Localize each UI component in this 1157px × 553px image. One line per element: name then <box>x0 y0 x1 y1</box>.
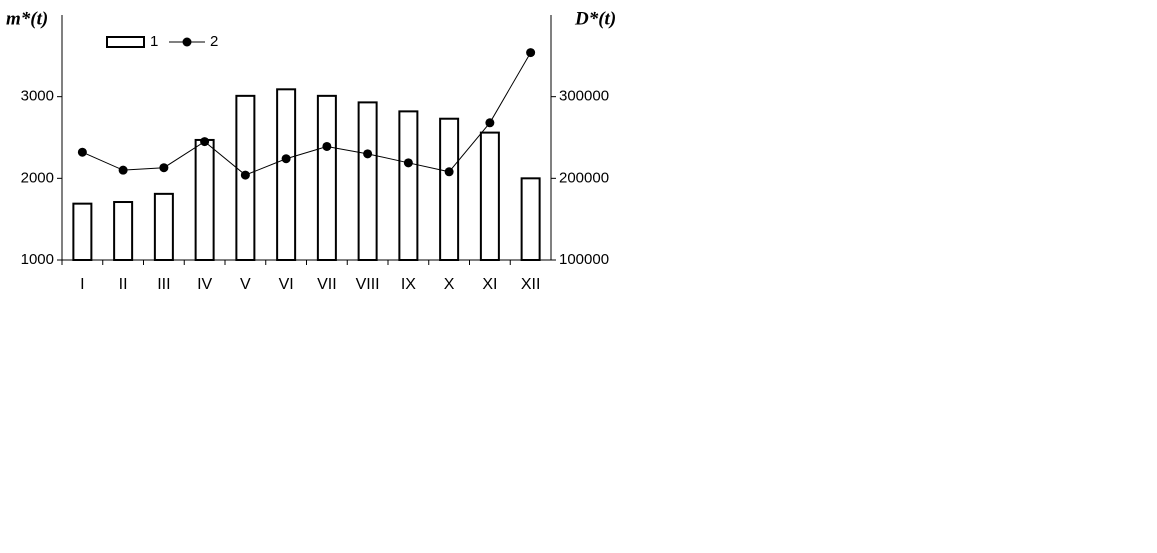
x-tick-label: XI <box>482 276 497 293</box>
y2-tick-label: 100000 <box>559 251 609 268</box>
bar <box>194 138 215 261</box>
point <box>240 170 250 180</box>
x-tick-label: IX <box>401 276 416 293</box>
y2-tick-label: 200000 <box>559 169 609 186</box>
point <box>200 137 210 147</box>
x-tick-label: I <box>80 276 84 293</box>
point <box>322 141 332 151</box>
y-tick-label: 1000 <box>21 251 54 268</box>
legend-label: 2 <box>210 33 218 50</box>
y2-axis-label: D*(t) <box>574 8 616 29</box>
point <box>403 158 413 168</box>
y2-tick-label: 300000 <box>559 88 609 105</box>
point <box>159 163 169 173</box>
bar <box>520 177 541 261</box>
x-tick-label: II <box>119 276 128 293</box>
point <box>444 167 454 177</box>
legend-label: 1 <box>150 33 158 50</box>
point <box>526 48 536 58</box>
bar <box>439 117 460 262</box>
point <box>77 147 87 157</box>
x-tick-label: V <box>240 276 251 293</box>
line <box>82 52 532 176</box>
bar <box>153 192 174 262</box>
bar <box>113 201 134 261</box>
x-tick-label: III <box>157 276 170 293</box>
point <box>281 154 291 164</box>
point <box>363 149 373 159</box>
x-tick-label: IV <box>197 276 212 293</box>
bar <box>398 110 419 261</box>
bar <box>276 88 297 261</box>
y-tick-label: 2000 <box>21 169 54 186</box>
bar <box>316 94 337 261</box>
bar <box>357 101 378 261</box>
x-tick-label: VI <box>279 276 294 293</box>
x-tick-label: XII <box>521 276 541 293</box>
point <box>485 118 495 128</box>
legend-swatch <box>182 37 192 47</box>
x-tick-label: VIII <box>356 276 380 293</box>
y-tick-label: 3000 <box>21 88 54 105</box>
x-tick-label: VII <box>317 276 337 293</box>
bar <box>72 202 93 261</box>
point <box>118 165 128 175</box>
y-axis-label: m*(t) <box>6 8 48 29</box>
bar <box>479 131 500 262</box>
legend-swatch <box>106 36 145 48</box>
x-tick-label: X <box>444 276 455 293</box>
